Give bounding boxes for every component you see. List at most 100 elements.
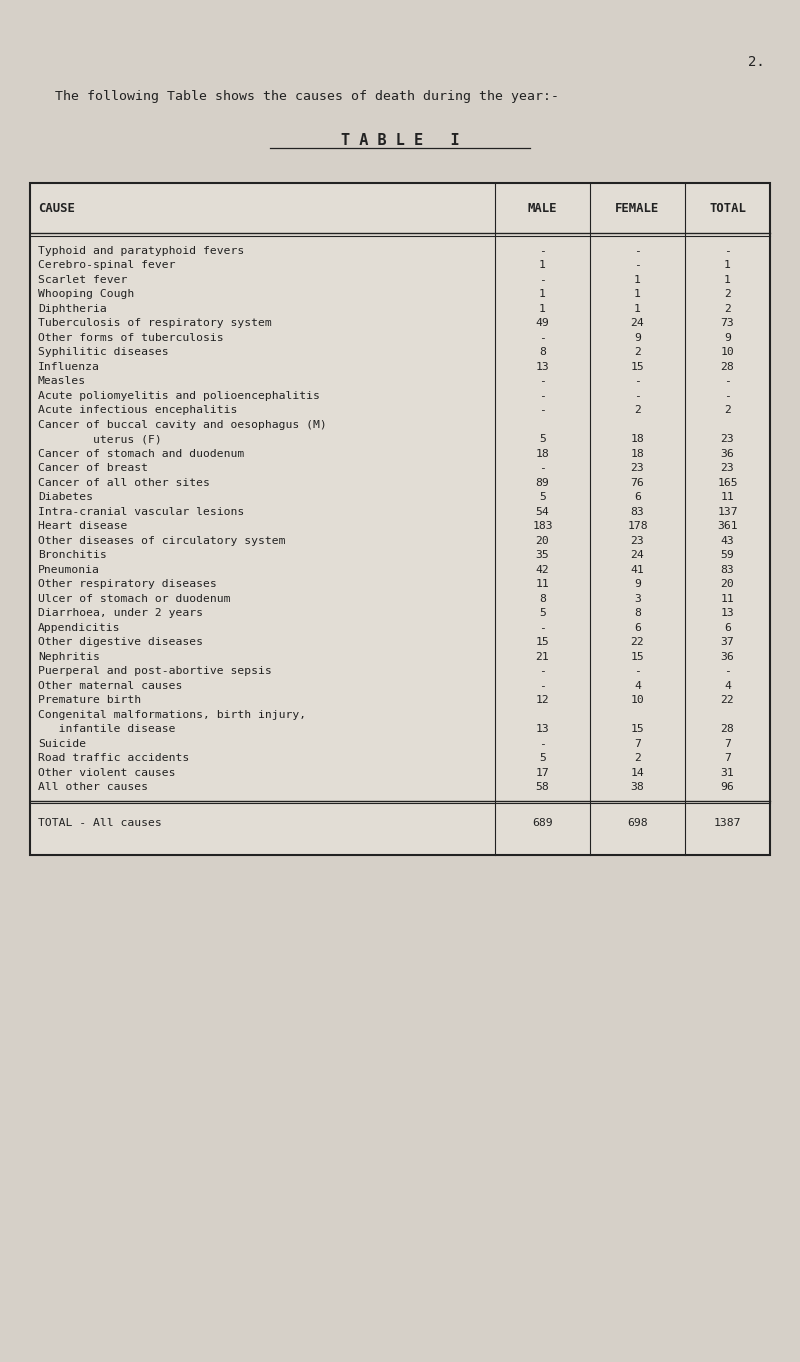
Text: 83: 83 — [721, 565, 734, 575]
Text: 12: 12 — [536, 695, 550, 706]
Text: 22: 22 — [630, 637, 644, 647]
Text: All other causes: All other causes — [38, 782, 148, 793]
Text: Syphilitic diseases: Syphilitic diseases — [38, 347, 169, 357]
Text: 13: 13 — [536, 725, 550, 734]
Text: 24: 24 — [630, 319, 644, 328]
Text: 2: 2 — [724, 289, 731, 300]
Text: Acute poliomyelitis and polioencephalitis: Acute poliomyelitis and polioencephaliti… — [38, 391, 320, 400]
Text: 24: 24 — [630, 550, 644, 560]
Text: 23: 23 — [630, 535, 644, 546]
Text: 1: 1 — [634, 304, 641, 313]
Text: Suicide: Suicide — [38, 738, 86, 749]
Text: -: - — [634, 666, 641, 677]
Text: 11: 11 — [721, 594, 734, 603]
Text: 165: 165 — [717, 478, 738, 488]
Text: 9: 9 — [634, 579, 641, 590]
Text: 10: 10 — [721, 347, 734, 357]
Text: Cancer of breast: Cancer of breast — [38, 463, 148, 473]
Text: 7: 7 — [724, 738, 731, 749]
Text: Other digestive diseases: Other digestive diseases — [38, 637, 203, 647]
Text: 37: 37 — [721, 637, 734, 647]
Text: The following Table shows the causes of death during the year:-: The following Table shows the causes of … — [55, 90, 559, 104]
Text: 22: 22 — [721, 695, 734, 706]
Text: Other violent causes: Other violent causes — [38, 768, 175, 778]
Text: Congenital malformations, birth injury,: Congenital malformations, birth injury, — [38, 710, 306, 719]
Text: 20: 20 — [536, 535, 550, 546]
Text: FEMALE: FEMALE — [615, 202, 660, 214]
Text: 1: 1 — [724, 260, 731, 270]
Text: 4: 4 — [634, 681, 641, 691]
Text: T A B L E   I: T A B L E I — [341, 133, 459, 148]
Text: 1: 1 — [634, 275, 641, 285]
Text: -: - — [539, 681, 546, 691]
Text: 23: 23 — [721, 463, 734, 473]
Text: -: - — [634, 376, 641, 387]
Text: 2: 2 — [634, 347, 641, 357]
Text: Other diseases of circulatory system: Other diseases of circulatory system — [38, 535, 286, 546]
Text: 2: 2 — [724, 406, 731, 415]
Bar — [30, 183, 770, 855]
Text: -: - — [539, 376, 546, 387]
Text: 2: 2 — [724, 304, 731, 313]
Text: 183: 183 — [532, 522, 553, 531]
Text: 54: 54 — [536, 507, 550, 516]
Text: MALE: MALE — [528, 202, 558, 214]
Text: 1387: 1387 — [714, 819, 742, 828]
Text: 21: 21 — [536, 652, 550, 662]
Text: 15: 15 — [630, 725, 644, 734]
Text: Whooping Cough: Whooping Cough — [38, 289, 134, 300]
Text: 17: 17 — [536, 768, 550, 778]
Text: 15: 15 — [536, 637, 550, 647]
Text: TOTAL: TOTAL — [709, 202, 746, 214]
Text: 7: 7 — [634, 738, 641, 749]
Text: 43: 43 — [721, 535, 734, 546]
Text: Typhoid and paratyphoid fevers: Typhoid and paratyphoid fevers — [38, 245, 244, 256]
Text: 137: 137 — [717, 507, 738, 516]
Text: Measles: Measles — [38, 376, 86, 387]
Text: Puerperal and post-abortive sepsis: Puerperal and post-abortive sepsis — [38, 666, 272, 677]
Text: -: - — [724, 376, 731, 387]
Text: 11: 11 — [721, 492, 734, 503]
Text: 178: 178 — [627, 522, 648, 531]
Text: 23: 23 — [721, 434, 734, 444]
Text: 38: 38 — [630, 782, 644, 793]
Text: 4: 4 — [724, 681, 731, 691]
Text: Pneumonia: Pneumonia — [38, 565, 100, 575]
Text: 6: 6 — [634, 492, 641, 503]
Text: 42: 42 — [536, 565, 550, 575]
Text: Bronchitis: Bronchitis — [38, 550, 106, 560]
Text: -: - — [539, 622, 546, 633]
Text: 36: 36 — [721, 652, 734, 662]
Text: Diabetes: Diabetes — [38, 492, 93, 503]
Text: 361: 361 — [717, 522, 738, 531]
Text: 31: 31 — [721, 768, 734, 778]
Text: 15: 15 — [630, 652, 644, 662]
Text: 49: 49 — [536, 319, 550, 328]
Text: Scarlet fever: Scarlet fever — [38, 275, 127, 285]
Text: Ulcer of stomach or duodenum: Ulcer of stomach or duodenum — [38, 594, 230, 603]
Text: Acute infectious encephalitis: Acute infectious encephalitis — [38, 406, 238, 415]
Text: 1: 1 — [539, 260, 546, 270]
Text: 2.: 2. — [748, 54, 765, 69]
Text: Other respiratory diseases: Other respiratory diseases — [38, 579, 217, 590]
Text: Cancer of buccal cavity and oesophagus (M): Cancer of buccal cavity and oesophagus (… — [38, 419, 326, 430]
Text: -: - — [724, 245, 731, 256]
Text: Cerebro-spinal fever: Cerebro-spinal fever — [38, 260, 175, 270]
Text: Diarrhoea, under 2 years: Diarrhoea, under 2 years — [38, 609, 203, 618]
Text: 28: 28 — [721, 362, 734, 372]
Text: 3: 3 — [634, 594, 641, 603]
Text: 23: 23 — [630, 463, 644, 473]
Text: -: - — [634, 245, 641, 256]
Text: Diphtheria: Diphtheria — [38, 304, 106, 313]
Text: 9: 9 — [724, 332, 731, 343]
Text: infantile disease: infantile disease — [38, 725, 175, 734]
Text: 2: 2 — [634, 406, 641, 415]
Text: 1: 1 — [539, 304, 546, 313]
Text: 73: 73 — [721, 319, 734, 328]
Text: 5: 5 — [539, 434, 546, 444]
Text: uterus (F): uterus (F) — [38, 434, 162, 444]
Text: -: - — [539, 406, 546, 415]
Text: -: - — [724, 666, 731, 677]
Text: 36: 36 — [721, 448, 734, 459]
Text: TOTAL - All causes: TOTAL - All causes — [38, 819, 162, 828]
